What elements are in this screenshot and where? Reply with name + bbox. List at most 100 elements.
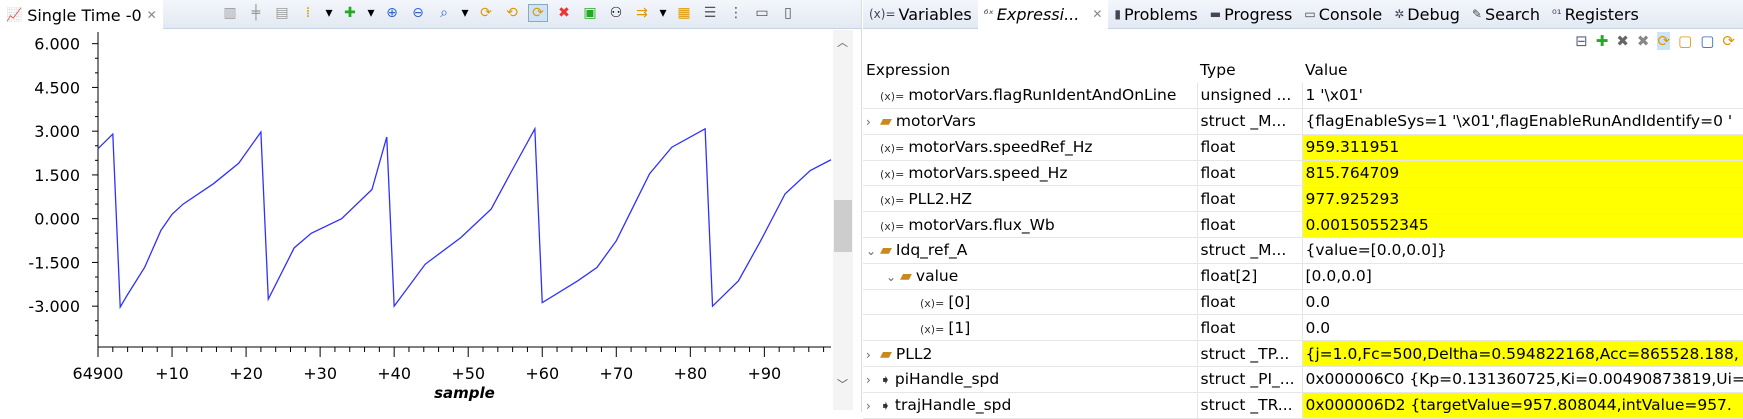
dropdown-icon[interactable]: ▾	[324, 5, 334, 21]
tab-search[interactable]: ✎Search	[1466, 0, 1546, 29]
expression-value[interactable]: 0x000006D2 {targetValue=957.808044,intVa…	[1302, 392, 1743, 418]
scroll-down-icon[interactable]: ﹀	[837, 376, 848, 392]
tab-console[interactable]: ▭Console	[1298, 0, 1388, 29]
export-icon[interactable]: ▣	[580, 5, 600, 21]
variable-icon: (x)=	[920, 323, 944, 336]
fit-icon[interactable]: ▤	[272, 5, 292, 21]
zoom-out-icon[interactable]: ⊖	[408, 5, 428, 21]
tab-debug[interactable]: ✲Debug	[1388, 0, 1466, 29]
expand-toggle-icon[interactable]: ›	[866, 373, 880, 387]
lock-icon[interactable]: ▦	[674, 5, 694, 21]
maximize-icon[interactable]: ▯	[778, 5, 798, 21]
tab-label: Progress	[1224, 5, 1292, 24]
scroll-up-icon[interactable]: ︿	[837, 34, 848, 50]
dropdown-icon[interactable]: ▾	[460, 5, 470, 21]
expression-name: [0]	[948, 293, 970, 311]
zoom-fit-icon[interactable]: ⌕	[434, 5, 454, 21]
expression-value[interactable]: 815.764709	[1302, 160, 1743, 186]
zoom-in-icon[interactable]: ⊕	[382, 5, 402, 21]
expressions-table: Expression Type Value (x)=motorVars.flag…	[863, 57, 1743, 419]
expression-value[interactable]: {flagEnableSys=1 '\x01',flagEnableRunAnd…	[1302, 109, 1743, 135]
tab-title: Single Time -0	[27, 6, 141, 25]
refresh-icon[interactable]: ⟳	[1722, 32, 1735, 50]
expression-value[interactable]: 0.0	[1302, 289, 1743, 315]
expression-type: struct _PI_...	[1197, 367, 1302, 393]
expression-name: motorVars.speedRef_Hz	[908, 138, 1092, 156]
export-icon[interactable]: ▢	[1700, 32, 1714, 50]
scrollbar-thumb[interactable]	[834, 200, 852, 252]
sync-icon[interactable]: ⇉	[632, 5, 652, 21]
properties-icon[interactable]: ☰	[700, 5, 720, 21]
tab-label: Debug	[1407, 5, 1460, 24]
dropdown-icon[interactable]: ▾	[366, 5, 376, 21]
column-expression[interactable]: Expression	[863, 57, 1197, 83]
center-icon[interactable]: ╪	[246, 5, 266, 21]
expand-toggle-icon[interactable]: ›	[866, 399, 880, 413]
expand-toggle-icon[interactable]: ⌄	[886, 270, 900, 284]
table-header: Expression Type Value	[863, 57, 1743, 83]
tab-problems[interactable]: ▮Problems	[1108, 0, 1203, 29]
column-value[interactable]: Value	[1302, 57, 1743, 83]
remove-expression-icon[interactable]: ✖	[1616, 32, 1629, 50]
binoculars-icon[interactable]: ⚇	[606, 5, 626, 21]
expression-value[interactable]: 0.00150552345	[1302, 212, 1743, 238]
variable-icon: (x)=	[880, 194, 904, 207]
add-graph-icon[interactable]: ✚	[340, 5, 360, 21]
column-type[interactable]: Type	[1197, 57, 1302, 83]
import-icon[interactable]: ▢	[1678, 32, 1692, 50]
expression-value[interactable]: {value=[0.0,0.0]}	[1302, 238, 1743, 264]
x-tick-label: 64900	[73, 364, 124, 383]
remove-icon[interactable]: ✖	[554, 5, 574, 21]
expression-value[interactable]: 0.0	[1302, 315, 1743, 341]
menu-icon[interactable]: ⋮	[726, 5, 746, 21]
close-icon[interactable]: ✕	[1092, 7, 1102, 21]
tab-label: Console	[1319, 5, 1383, 24]
tab-progress[interactable]: ▬Progress	[1204, 0, 1299, 29]
expression-value[interactable]: 977.925293	[1302, 186, 1743, 212]
minimize-icon[interactable]: ▭	[752, 5, 772, 21]
variable-icon: (x)=	[880, 220, 904, 233]
continuous-refresh-icon[interactable]: ⟳	[1657, 32, 1670, 50]
y-tick-label: 3.000	[34, 122, 80, 141]
dropdown-icon[interactable]: ▾	[658, 5, 668, 21]
hex-refresh-icon[interactable]: ⟲	[502, 5, 522, 21]
close-icon[interactable]: ✕	[147, 8, 157, 22]
x-axis-label: sample	[434, 384, 495, 402]
collapse-all-icon[interactable]: ⊟	[1575, 32, 1588, 50]
expand-toggle-icon[interactable]: ›	[866, 115, 880, 129]
continuous-refresh-icon[interactable]: ⟳	[528, 4, 548, 22]
align-icon[interactable]: ▥	[220, 5, 240, 21]
expression-value[interactable]: 1 '\x01'	[1302, 83, 1743, 109]
graph-view: 📈 Single Time -0 ✕ ▥ ╪ ▤ ⁞ ▾ ✚ ▾ ⊕ ⊖ ⌕ ▾…	[0, 0, 862, 412]
expand-toggle-icon[interactable]: ›	[866, 348, 880, 362]
tab-single-time[interactable]: 📈 Single Time -0 ✕	[0, 0, 163, 30]
marker-icon[interactable]: ⁞	[298, 5, 318, 21]
remove-all-icon[interactable]: ✖	[1637, 32, 1650, 50]
refresh-icon[interactable]: ⟳	[476, 5, 496, 21]
tab-variables[interactable]: (x)=Variables	[863, 0, 978, 29]
expression-value[interactable]: 0x000006C0 {Kp=0.131360725,Ki=0.00490873…	[1302, 367, 1743, 393]
add-expression-icon[interactable]: ✚	[1596, 32, 1609, 50]
expression-value[interactable]: [0.0,0.0]	[1302, 263, 1743, 289]
expand-toggle-icon[interactable]: ⌄	[866, 244, 880, 258]
vertical-scrollbar[interactable]: ︿ ﹀	[833, 30, 853, 410]
struct-icon: ▰	[900, 267, 912, 285]
expression-value[interactable]: 959.311951	[1302, 134, 1743, 160]
expression-value[interactable]: {j=1.0,Fc=500,Deltha=0.594822168,Acc=865…	[1302, 341, 1743, 367]
expression-name: value	[916, 267, 958, 285]
